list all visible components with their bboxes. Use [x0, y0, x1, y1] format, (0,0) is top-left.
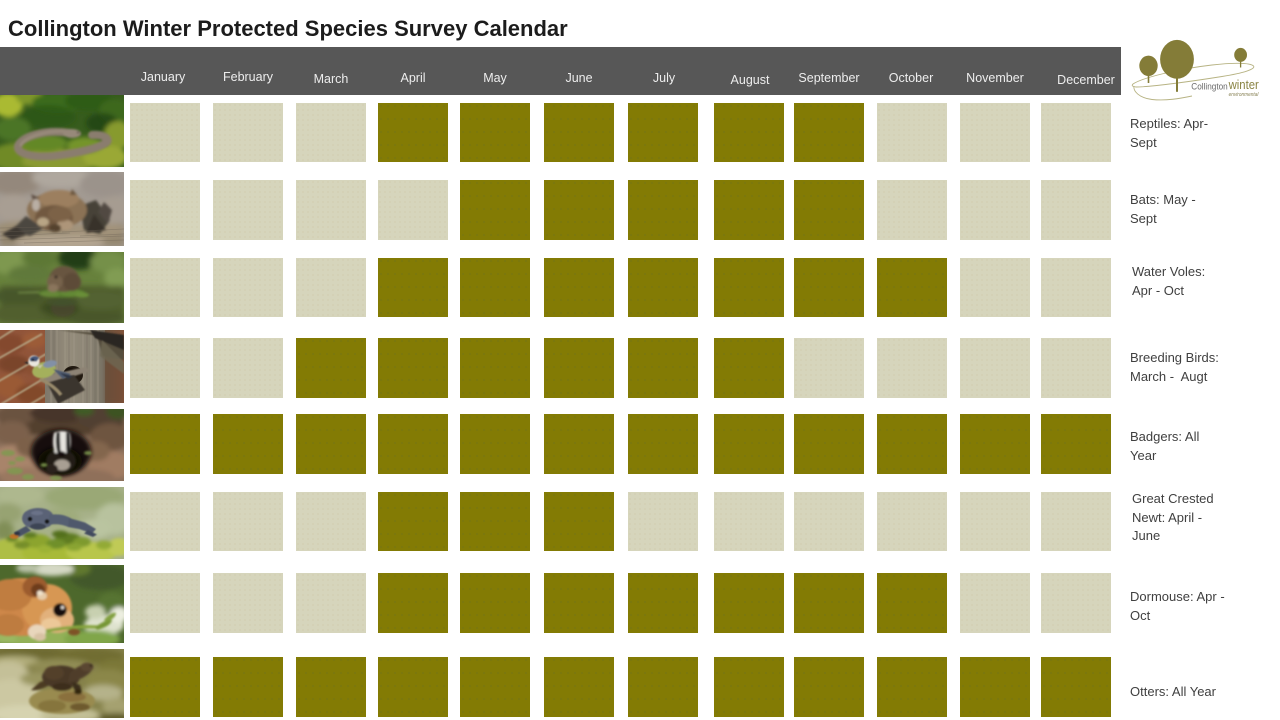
svg-text:Collington: Collington: [1191, 81, 1227, 91]
svg-text:winter: winter: [1228, 77, 1260, 92]
svg-text:environmental: environmental: [1229, 92, 1260, 98]
